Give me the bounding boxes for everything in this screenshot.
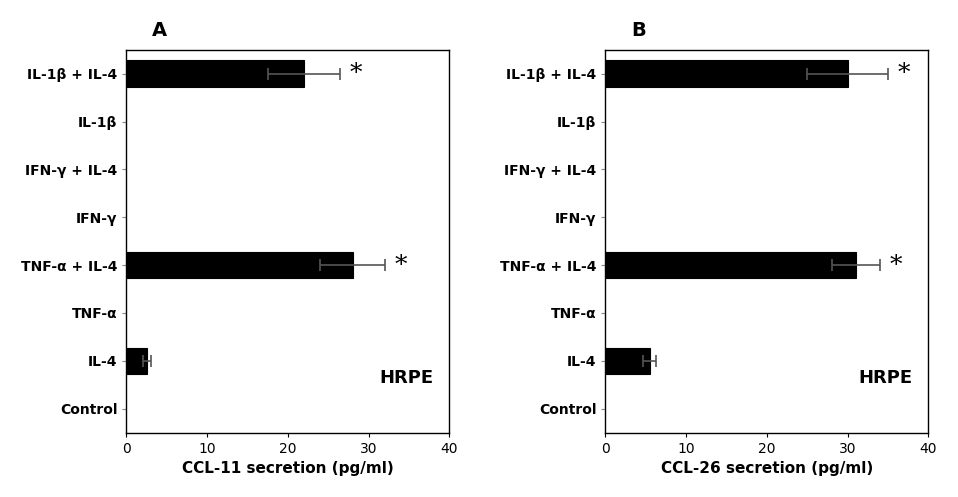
Text: *: * <box>395 253 407 277</box>
Bar <box>126 347 147 374</box>
Bar <box>126 61 304 87</box>
X-axis label: CCL-26 secretion (pg/ml): CCL-26 secretion (pg/ml) <box>661 461 873 476</box>
X-axis label: CCL-11 secretion (pg/ml): CCL-11 secretion (pg/ml) <box>182 461 394 476</box>
Text: *: * <box>898 62 910 85</box>
Bar <box>605 347 650 374</box>
Bar <box>605 61 848 87</box>
Text: HRPE: HRPE <box>858 369 912 387</box>
Text: HRPE: HRPE <box>379 369 433 387</box>
Text: B: B <box>631 21 646 40</box>
Text: *: * <box>890 253 902 277</box>
Text: *: * <box>350 62 362 85</box>
Text: A: A <box>152 21 168 40</box>
Bar <box>126 252 353 278</box>
Bar <box>605 252 855 278</box>
